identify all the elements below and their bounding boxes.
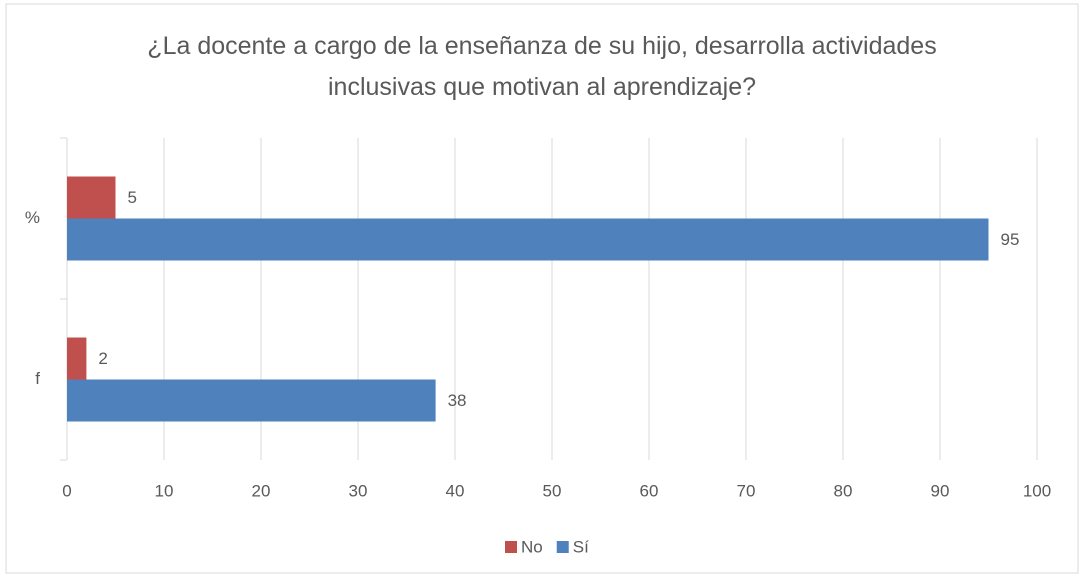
x-tick-label: 10 <box>155 481 174 500</box>
x-tick-label: 40 <box>446 481 465 500</box>
y-tick-label: f <box>35 369 40 388</box>
legend-swatch <box>556 541 569 553</box>
chart-title: ¿La docente a cargo de la enseñanza de s… <box>147 32 937 101</box>
data-label: 2 <box>98 349 107 368</box>
legend-label: Sí <box>573 537 589 556</box>
x-tick-label: 50 <box>543 481 562 500</box>
bar <box>67 218 989 261</box>
data-label: 95 <box>1001 230 1020 249</box>
legend-swatch <box>505 541 517 553</box>
x-tick-label: 0 <box>62 481 71 500</box>
x-tick-label: 30 <box>349 481 368 500</box>
y-tick-label: % <box>25 208 40 227</box>
x-tick-label: 60 <box>640 481 659 500</box>
x-tick-label: 80 <box>834 481 853 500</box>
x-tick-label: 90 <box>931 481 950 500</box>
x-tick-label: 70 <box>737 481 756 500</box>
bar <box>67 379 436 422</box>
bar <box>67 176 116 219</box>
data-label: 5 <box>128 188 137 207</box>
legend-label: No <box>521 537 543 556</box>
x-tick-label: 20 <box>252 481 271 500</box>
data-label: 38 <box>448 391 467 410</box>
bar <box>67 337 87 380</box>
chart-frame <box>5 3 1079 574</box>
x-tick-label: 100 <box>1023 481 1051 500</box>
